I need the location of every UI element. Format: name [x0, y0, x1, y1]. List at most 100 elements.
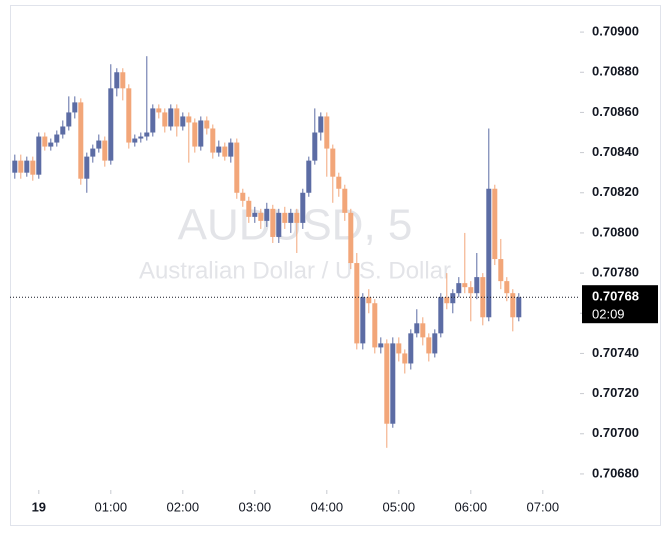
candle-body [30, 160, 36, 175]
candle-body [444, 297, 450, 304]
candle-body [180, 116, 186, 127]
candle-body [264, 208, 270, 221]
candle-body [408, 333, 414, 364]
candle-body [474, 277, 480, 294]
candle-body [234, 142, 240, 193]
candle-body [186, 116, 192, 123]
candle-body [354, 263, 360, 344]
candle-body [168, 108, 174, 127]
last-price-box [582, 285, 658, 324]
y-tick-label: 0.70880 [592, 64, 639, 79]
candle-body [324, 116, 330, 149]
candle-body [504, 281, 510, 294]
candle-body [258, 212, 264, 221]
x-tick-label: 06:00 [455, 499, 488, 514]
candle-body [396, 343, 402, 354]
candle-body [24, 160, 30, 173]
candle-body [270, 208, 276, 237]
candle-body [276, 212, 282, 237]
candle-body [300, 192, 306, 223]
candle-body [102, 140, 108, 161]
candle-body [480, 277, 486, 318]
y-tick-label: 0.70820 [592, 184, 639, 199]
last-price-label: 0.70768 [592, 289, 639, 304]
y-tick-label: 0.70680 [592, 465, 639, 480]
candle-body [84, 156, 90, 179]
candle-body [330, 148, 336, 177]
candle-body [510, 293, 516, 318]
candle-body [342, 188, 348, 213]
candle-body [432, 333, 438, 354]
candle-body [462, 283, 468, 288]
candle-body [228, 142, 234, 157]
candle-body [366, 297, 372, 304]
candle-body [48, 142, 54, 147]
candle-body [246, 200, 252, 217]
x-tick-label: 01:00 [95, 499, 128, 514]
candle-body [36, 136, 42, 175]
candle-body [252, 212, 258, 217]
candle-body [312, 132, 318, 161]
candle-body [138, 136, 144, 139]
y-tick-label: 0.70860 [592, 104, 639, 119]
candle-body [288, 212, 294, 223]
candle-body [318, 116, 324, 133]
candle-body [384, 343, 390, 424]
candle-body [456, 283, 462, 294]
candle-body [126, 88, 132, 143]
x-tick-label: 03:00 [239, 499, 272, 514]
candle-body [18, 160, 24, 173]
candle-body [144, 132, 150, 137]
candle-body [120, 72, 126, 89]
candle-body [204, 120, 210, 129]
x-tick-label: 02:00 [167, 499, 200, 514]
candle-body [132, 138, 138, 143]
candle-body [438, 297, 444, 334]
candle-body [42, 136, 48, 147]
y-tick-label: 0.70900 [592, 24, 639, 39]
candle-body [516, 297, 522, 318]
candle-body [222, 146, 228, 157]
candle-body [66, 112, 72, 127]
candle-body [162, 112, 168, 127]
candle-body [360, 297, 366, 344]
candle-body [12, 160, 18, 173]
candle-body [390, 343, 396, 424]
candle-body [192, 122, 198, 147]
x-tick-label: 04:00 [311, 499, 344, 514]
y-tick-label: 0.70720 [592, 385, 639, 400]
candle-body [348, 212, 354, 264]
y-tick-label: 0.70800 [592, 224, 639, 239]
candle-body [294, 212, 300, 223]
candle-body [240, 192, 246, 201]
candle-body [90, 148, 96, 157]
candle-body [426, 337, 432, 354]
candle-body [54, 134, 60, 143]
candle-body [378, 343, 384, 348]
x-tick-label: 05:00 [383, 499, 416, 514]
candle-body [78, 102, 84, 179]
candle-body [306, 160, 312, 193]
candle-body [150, 108, 156, 133]
candle-body [486, 188, 492, 318]
candle-body [156, 108, 162, 113]
candle-body [336, 176, 342, 189]
candle-body [216, 146, 222, 153]
candle-body [282, 212, 288, 223]
candle-body [72, 102, 78, 113]
candle-body [498, 259, 504, 282]
watermark-symbol: AUDUSD, 5 [178, 201, 413, 250]
candle-body [402, 353, 408, 364]
candle-body [372, 303, 378, 348]
watermark-description: Australian Dollar / U.S. Dollar [139, 257, 451, 284]
candle-body [210, 128, 216, 153]
candle-body [492, 188, 498, 260]
candle-body [114, 72, 120, 89]
y-tick-label: 0.70740 [592, 345, 639, 360]
y-tick-label: 0.70840 [592, 144, 639, 159]
x-tick-label: 19 [32, 499, 46, 514]
y-tick-label: 0.70700 [592, 425, 639, 440]
candle-body [198, 120, 204, 147]
candle-body [414, 323, 420, 334]
